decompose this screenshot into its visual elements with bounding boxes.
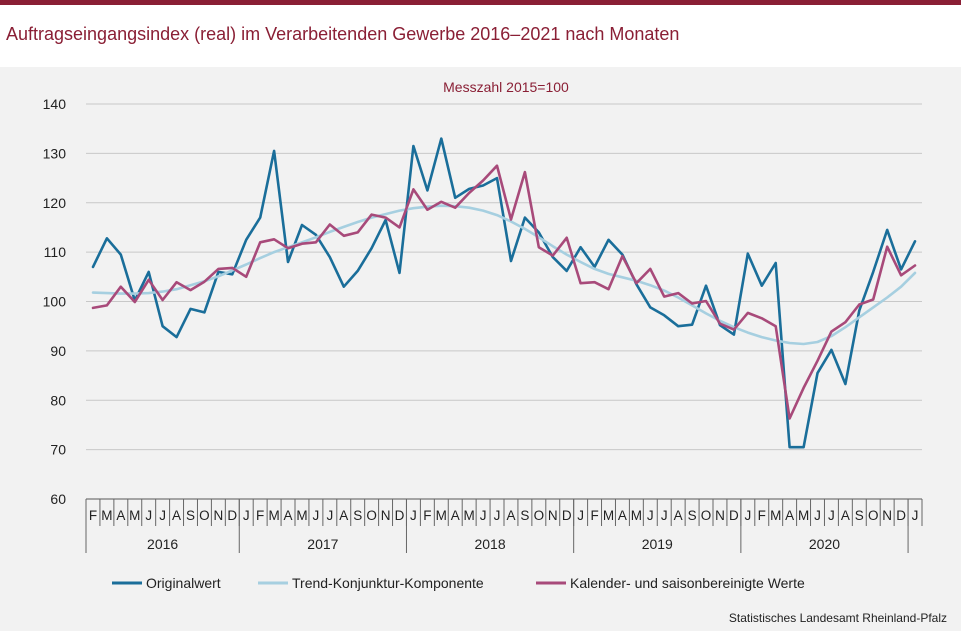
x-tick-label: J	[480, 508, 487, 523]
x-tick-label: O	[534, 508, 545, 523]
x-tick-label: M	[101, 508, 112, 523]
x-tick-label: J	[647, 508, 654, 523]
x-tick-label: M	[296, 508, 307, 523]
y-tick-label: 110	[44, 244, 67, 260]
legend-label: Trend-Konjunktur-Komponente	[292, 575, 484, 591]
x-tick-label: N	[548, 508, 558, 523]
x-tick-label: J	[243, 508, 250, 523]
x-tick-label: J	[410, 508, 417, 523]
y-tick-label: 70	[50, 442, 66, 458]
year-label: 2016	[147, 536, 178, 552]
year-label: 2018	[474, 536, 505, 552]
x-tick-label: F	[256, 508, 264, 523]
legend-label: Kalender- und saisonbereinigte Werte	[570, 575, 805, 591]
x-tick-label: F	[89, 508, 97, 523]
x-tick-label: O	[868, 508, 879, 523]
y-tick-label: 90	[50, 343, 66, 359]
y-tick-label: 130	[43, 145, 67, 161]
x-tick-label: J	[577, 508, 584, 523]
x-tick-label: J	[912, 508, 919, 523]
x-tick-label: D	[227, 508, 237, 523]
x-tick-label: N	[381, 508, 391, 523]
x-tick-label: J	[814, 508, 821, 523]
x-tick-label: S	[520, 508, 529, 523]
y-tick-label: 120	[43, 195, 67, 211]
x-tick-label: A	[618, 508, 627, 523]
y-tick-label: 140	[43, 96, 67, 112]
x-tick-label: J	[159, 508, 166, 523]
x-tick-label: A	[506, 508, 515, 523]
x-tick-label: O	[701, 508, 712, 523]
line-chart: Messzahl 2015=100 60 70 80 90 100 110 120 130 140…	[43, 79, 923, 591]
x-tick-label: M	[770, 508, 781, 523]
x-tick-label: J	[744, 508, 751, 523]
series-line-3	[91, 164, 917, 420]
x-tick-label: A	[284, 508, 293, 523]
x-tick-label: A	[172, 508, 181, 523]
source-note: Statistisches Landesamt Rheinland-Pfalz	[728, 611, 947, 625]
x-tick-label: M	[464, 508, 475, 523]
top-accent-bar	[0, 0, 961, 5]
series-line-1	[91, 137, 917, 449]
x-tick-label: J	[661, 508, 668, 523]
year-label: 2017	[307, 536, 338, 552]
x-tick-label: S	[855, 508, 864, 523]
x-tick-label: D	[562, 508, 572, 523]
x-tick-label: A	[339, 508, 348, 523]
x-tick-label: M	[631, 508, 642, 523]
page-title: Auftragseingangsindex (real) im Verarbei…	[6, 24, 680, 44]
x-tick-label: J	[326, 508, 333, 523]
x-tick-label: J	[145, 508, 152, 523]
x-tick-label: S	[353, 508, 362, 523]
y-tick-label: 80	[50, 392, 66, 408]
x-tick-label: M	[268, 508, 279, 523]
x-tick-label: M	[603, 508, 614, 523]
x-tick-label: O	[366, 508, 377, 523]
chart-panel	[0, 67, 961, 631]
x-tick-label: A	[116, 508, 125, 523]
x-tick-label: F	[423, 508, 431, 523]
x-tick-label: S	[688, 508, 697, 523]
x-tick-label: N	[213, 508, 223, 523]
x-tick-label: D	[395, 508, 405, 523]
x-tick-label: F	[758, 508, 766, 523]
x-tick-label: F	[590, 508, 598, 523]
x-tick-label: J	[313, 508, 320, 523]
year-label: 2020	[809, 536, 840, 552]
x-tick-label: J	[828, 508, 835, 523]
x-tick-label: N	[882, 508, 892, 523]
year-label: 2019	[642, 536, 673, 552]
x-tick-label: A	[785, 508, 794, 523]
legend-label: Originalwert	[146, 575, 221, 591]
x-tick-label: A	[451, 508, 460, 523]
x-tick-label: A	[841, 508, 850, 523]
x-tick-label: A	[674, 508, 683, 523]
x-tick-label: D	[729, 508, 739, 523]
x-tick-label: M	[436, 508, 447, 523]
x-tick-label: N	[715, 508, 725, 523]
y-tick-label: 60	[50, 491, 66, 507]
x-tick-label: O	[199, 508, 210, 523]
x-tick-label: M	[798, 508, 809, 523]
chart-subtitle: Messzahl 2015=100	[443, 79, 569, 95]
x-tick-label: S	[186, 508, 195, 523]
x-tick-label: D	[896, 508, 906, 523]
x-tick-label: J	[494, 508, 501, 523]
x-tick-label: M	[129, 508, 140, 523]
y-tick-label: 100	[43, 294, 67, 310]
